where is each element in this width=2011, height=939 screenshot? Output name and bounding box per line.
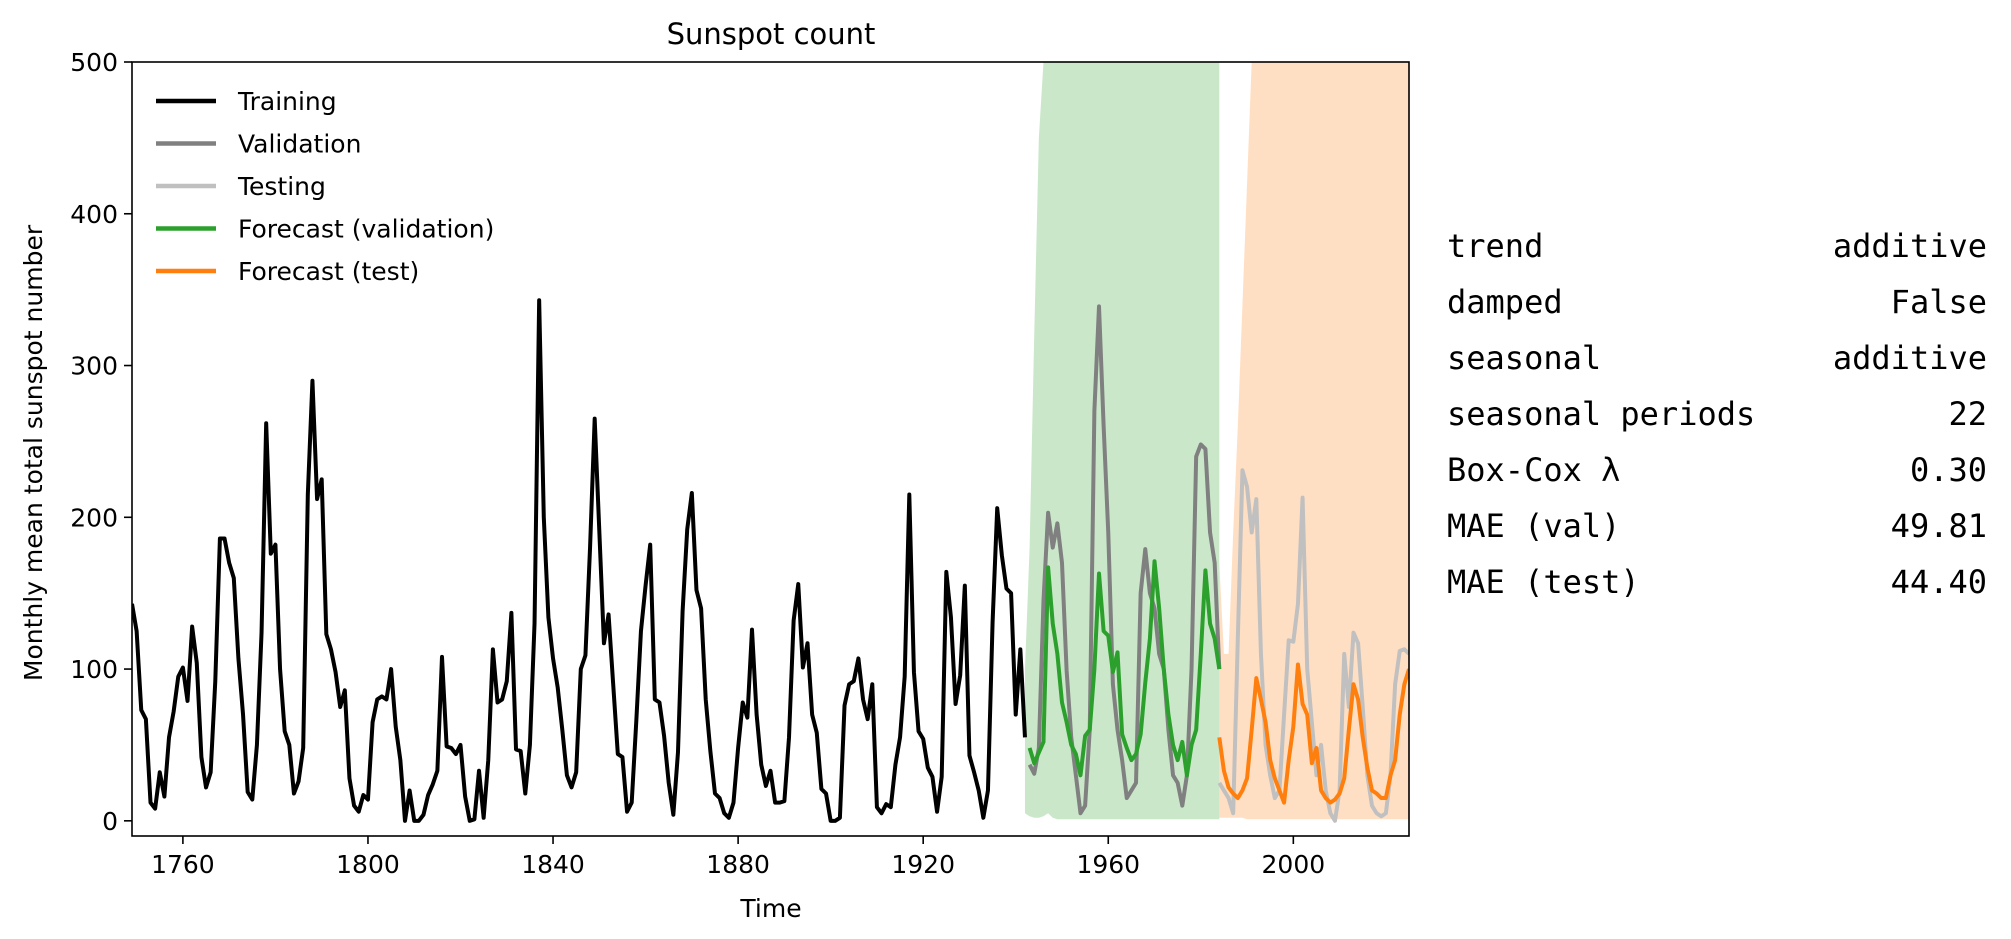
stat-key: MAE (val) (1447, 507, 1621, 545)
x-axis-label: Time (739, 894, 801, 923)
plot-frame (131, 61, 1410, 837)
forecast-validation-interval-band (1024, 62, 1220, 820)
stat-key: seasonal periods (1447, 395, 1756, 433)
stat-row-seasonal-periods: seasonal periods 22 (1447, 386, 1987, 442)
stat-row-mae-val: MAE (val) 49.81 (1447, 498, 1987, 554)
plot-area: 1760 1800 1840 1880 1920 1960 2000 0 100 200 300 40… (70, 48, 1410, 879)
series-forecast-test (1217, 662, 1409, 805)
legend-label-validation: Validation (238, 130, 361, 159)
y-axis-label: Monthly mean total sunspot number (19, 224, 48, 681)
series-forecast-validation (1027, 559, 1222, 778)
x-tick-label: 1840 (521, 850, 585, 879)
stat-key: damped (1447, 283, 1563, 321)
forecast-test-interval-band (1219, 62, 1409, 820)
chart-title: Sunspot count (667, 17, 876, 51)
series-training (132, 298, 1027, 823)
legend-label-forecast-validation: Forecast (validation) (238, 215, 494, 244)
stat-row-damped: damped False (1447, 274, 1987, 330)
stat-key: MAE (test) (1447, 563, 1640, 601)
x-tick-label: 2000 (1262, 850, 1326, 879)
stat-key: Box-Cox λ (1447, 451, 1621, 489)
y-tick-label: 200 (70, 503, 118, 532)
legend-label-training: Training (237, 87, 337, 116)
x-tick-label: 1960 (1076, 850, 1140, 879)
legend: Training Validation Testing Forecast (valid… (156, 87, 494, 286)
y-tick-label: 400 (70, 200, 118, 229)
x-tick-label: 1760 (151, 850, 215, 879)
stat-value: additive (1832, 339, 1987, 377)
y-tick-label: 500 (70, 48, 118, 77)
stat-key: seasonal (1447, 339, 1602, 377)
x-tick-label: 1800 (336, 850, 400, 879)
x-tick-label: 1920 (891, 850, 955, 879)
y-tick-label: 0 (102, 807, 118, 836)
stat-row-mae-test: MAE (test) 44.40 (1447, 554, 1987, 610)
x-tick-label: 1880 (706, 850, 770, 879)
stat-value: additive (1832, 227, 1987, 265)
stat-row-trend: trend additive (1447, 218, 1987, 274)
stat-value: 49.81 (1890, 507, 1987, 545)
stat-value: 44.40 (1890, 563, 1987, 601)
legend-label-forecast-test: Forecast (test) (238, 257, 419, 286)
y-tick-label: 300 (70, 352, 118, 381)
y-tick-label: 100 (70, 655, 118, 684)
stat-value: 0.30 (1909, 451, 1987, 489)
stat-row-box-cox: Box-Cox λ 0.30 (1447, 442, 1987, 498)
legend-label-testing: Testing (237, 172, 326, 201)
stat-key: trend (1447, 227, 1544, 265)
model-stats-table: trend additive damped False seasonal additive… (1447, 218, 1987, 610)
stat-value: False (1890, 283, 1987, 321)
stat-value: 22 (1948, 395, 1987, 433)
stat-row-seasonal: seasonal additive (1447, 330, 1987, 386)
